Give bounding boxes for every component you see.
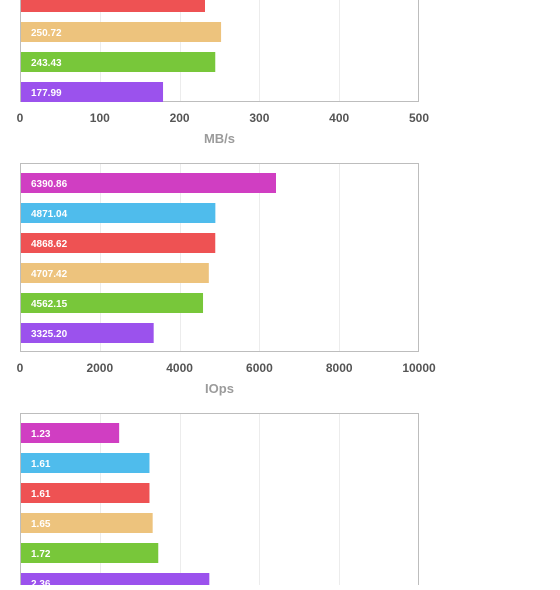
bar	[21, 483, 150, 503]
bar-value-label: 4868.62	[31, 239, 68, 250]
bar	[21, 453, 150, 473]
x-tick-label: 2000	[86, 361, 113, 375]
bar	[21, 263, 209, 283]
x-tick-label: 10000	[402, 361, 436, 375]
x-axis-title: IOps	[205, 381, 234, 396]
bar-value-label: 1.61	[31, 489, 51, 500]
bar-value-label: 3325.20	[31, 329, 68, 340]
bar	[21, 52, 216, 72]
x-tick-label: 0	[17, 111, 24, 125]
bar	[21, 323, 154, 343]
bar-value-label: 4707.42	[31, 269, 68, 280]
bar-value-label: 1.65	[31, 519, 51, 530]
bar-value-label: 2.36	[31, 579, 51, 585]
bar	[21, 233, 216, 253]
bar	[21, 0, 205, 12]
bar	[21, 543, 159, 563]
x-tick-label: 0	[17, 361, 24, 375]
chart-3: 1.23 1.61 1.61 1.65 1.72 2.36	[20, 413, 419, 590]
bar	[21, 423, 120, 443]
x-tick-label: 200	[170, 111, 190, 125]
bar-value-label: 1.61	[31, 459, 51, 470]
bar-value-label: 1.72	[31, 549, 51, 560]
bar-value-label: 250.72	[31, 28, 62, 39]
bar	[21, 22, 222, 42]
x-tick-label: 300	[249, 111, 269, 125]
bar-value-label: 177.99	[31, 88, 62, 99]
bar	[21, 203, 216, 223]
bar	[21, 82, 164, 102]
x-tick-label: 4000	[166, 361, 193, 375]
chart-1: 250.72 243.43 177.99 0 100 200 300 400 500 MB/s	[17, 0, 429, 146]
chart-2: 6390.86 4871.04 4868.62 4707.42 4562.15 3325.…	[17, 163, 436, 396]
x-tick-label: 8000	[326, 361, 353, 375]
x-tick-label: 100	[90, 111, 110, 125]
bar-value-label: 4871.04	[31, 209, 68, 220]
bar	[21, 513, 153, 533]
x-tick-label: 500	[409, 111, 429, 125]
bar-value-label: 6390.86	[31, 179, 68, 190]
plot-frame	[20, 163, 419, 352]
x-axis-title: MB/s	[204, 131, 235, 146]
bar	[21, 173, 276, 193]
bar	[21, 293, 204, 313]
x-tick-label: 400	[329, 111, 349, 125]
bar-value-label: 4562.15	[31, 299, 68, 310]
bar-value-label: 1.23	[31, 429, 51, 440]
bar-value-label: 243.43	[31, 58, 62, 69]
x-tick-label: 6000	[246, 361, 273, 375]
